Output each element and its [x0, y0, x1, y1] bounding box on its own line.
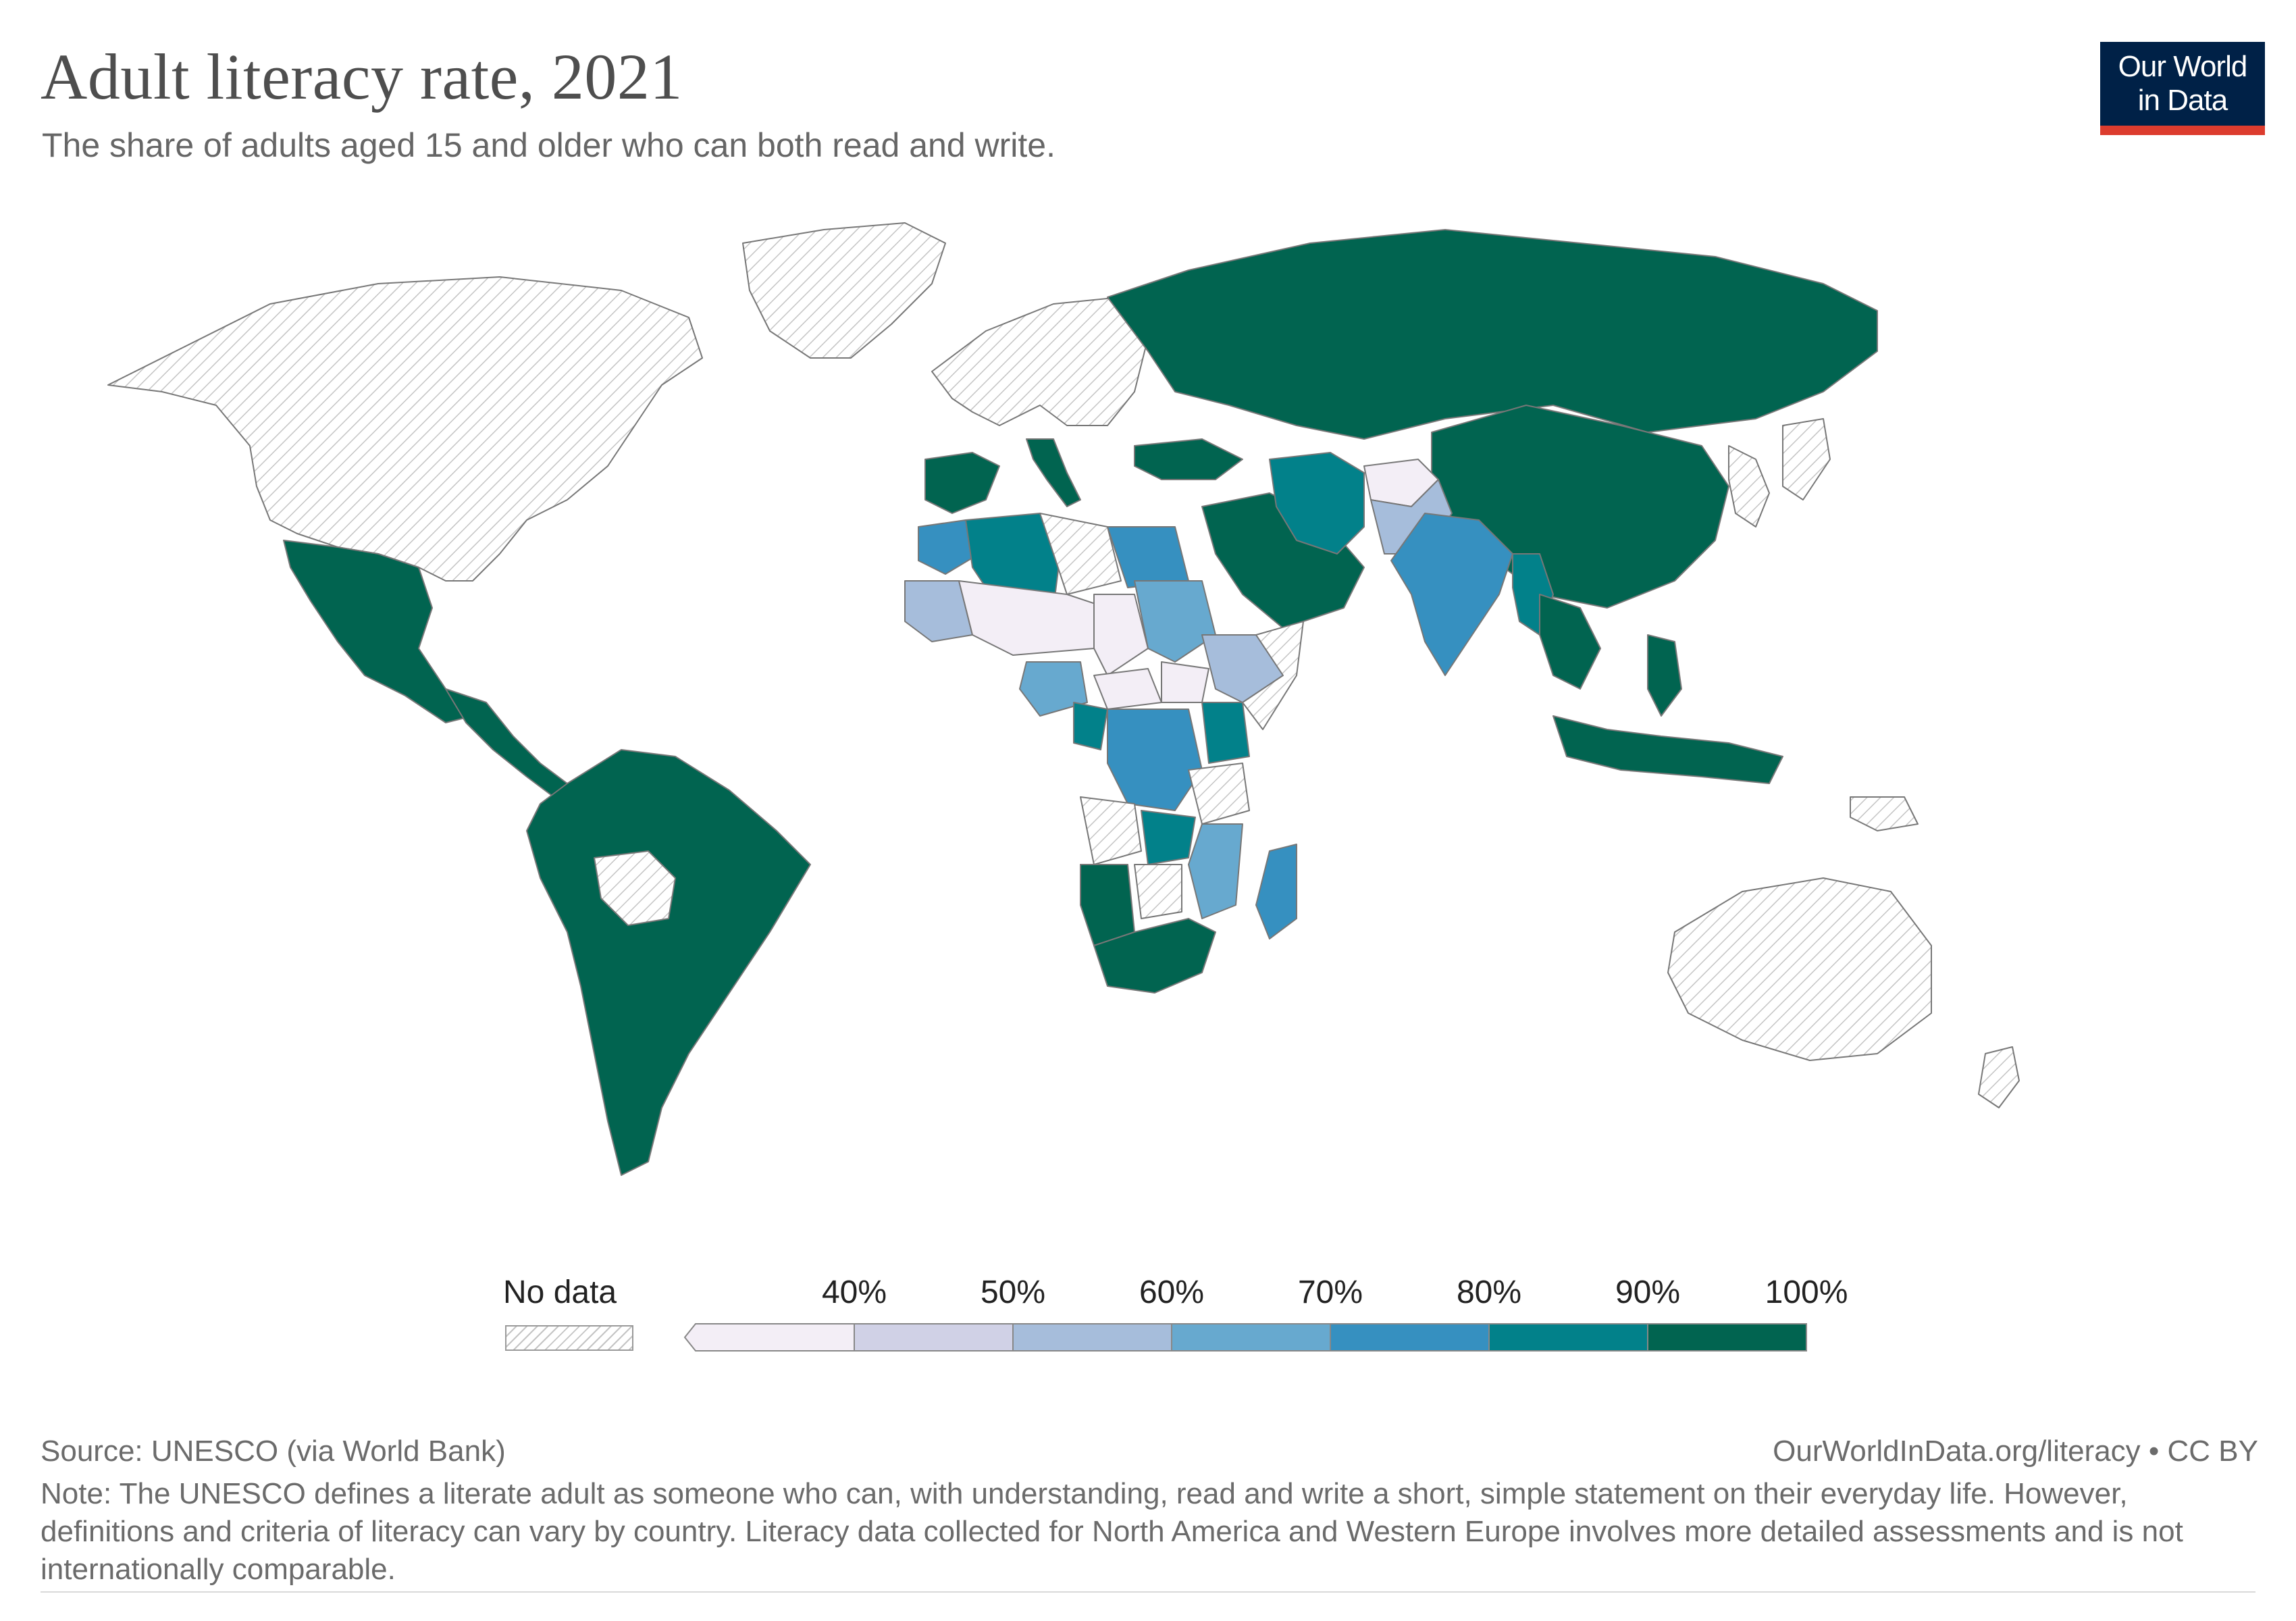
bottom-divider — [41, 1591, 2255, 1593]
region-dr-congo[interactable] — [1107, 709, 1203, 811]
region-papua-new-guinea[interactable] — [1850, 796, 1919, 831]
region-tanzania[interactable] — [1188, 763, 1250, 825]
region-botswana[interactable] — [1134, 864, 1182, 919]
region-indonesia[interactable] — [1553, 715, 1783, 784]
region-australia[interactable] — [1667, 877, 1932, 1061]
region-cameroon[interactable] — [1073, 702, 1108, 750]
region-japan-korea[interactable] — [1728, 418, 1831, 528]
region-thailand-vietnam[interactable] — [1539, 594, 1601, 690]
legend-tick-label: 100% — [1765, 1275, 1848, 1310]
region-central-african-republic[interactable] — [1093, 668, 1162, 710]
region-india[interactable] — [1390, 513, 1513, 676]
region-chad[interactable] — [1093, 594, 1149, 676]
region-morocco[interactable] — [918, 519, 980, 575]
region-kenya[interactable] — [1201, 702, 1250, 764]
logo-line-1: Our World — [2118, 50, 2248, 83]
region-angola[interactable] — [1080, 796, 1142, 865]
region-south-sudan[interactable] — [1161, 661, 1209, 703]
region-bolivia[interactable] — [594, 850, 676, 926]
owid-logo[interactable]: Our World in Data — [2100, 42, 2265, 135]
legend-tick-label: 70% — [1297, 1275, 1363, 1310]
legend-bin-60[interactable] — [1012, 1323, 1172, 1352]
region-new-zealand[interactable] — [1978, 1046, 2020, 1108]
world-map[interactable] — [95, 203, 2188, 1202]
region-north-america[interactable] — [107, 276, 703, 582]
logo-line-2: in Data — [2137, 84, 2228, 117]
region-western-europe[interactable] — [931, 297, 1149, 426]
legend-tick-label: 90% — [1615, 1275, 1681, 1310]
region-central-america[interactable] — [445, 688, 568, 798]
region-italy[interactable] — [1026, 438, 1081, 507]
legend-bin-100[interactable] — [1647, 1323, 1807, 1352]
legend-tick-label: 50% — [980, 1275, 1046, 1310]
region-mozambique[interactable] — [1188, 823, 1243, 919]
region-madagascar[interactable] — [1255, 844, 1297, 940]
legend-bin-70[interactable] — [1171, 1323, 1331, 1352]
region-sudan[interactable] — [1134, 580, 1216, 663]
legend-no-data-label: No data — [503, 1275, 617, 1310]
legend-tick-label: 60% — [1139, 1275, 1205, 1310]
legend-no-data-swatch[interactable] — [505, 1325, 633, 1351]
chart-subtitle: The share of adults aged 15 and older wh… — [42, 126, 1056, 164]
source-text: Source: UNESCO (via World Bank) — [41, 1435, 506, 1468]
region-mali-niger[interactable] — [958, 580, 1108, 656]
region-mauritania[interactable] — [904, 580, 973, 642]
region-zambia[interactable] — [1141, 810, 1196, 865]
chart-title: Adult literacy rate, 2021 — [41, 41, 683, 113]
legend-bin-50[interactable] — [854, 1323, 1014, 1352]
license-link[interactable]: OurWorldInData.org/literacy • CC BY — [1773, 1435, 2258, 1468]
region-russia-central-asia[interactable] — [1107, 229, 1878, 440]
region-south-america[interactable] — [526, 749, 811, 1176]
legend-bin-40[interactable] — [683, 1323, 855, 1352]
legend-tick-label: 40% — [821, 1275, 887, 1310]
region-greenland[interactable] — [742, 222, 946, 359]
legend-tick-label: 80% — [1456, 1275, 1522, 1310]
region-iran[interactable] — [1269, 452, 1365, 555]
region-philippines[interactable] — [1647, 634, 1682, 717]
region-south-africa[interactable] — [1093, 918, 1216, 994]
footnote: Note: The UNESCO defines a literate adul… — [41, 1477, 2183, 1586]
region-nigeria[interactable] — [1019, 661, 1088, 717]
legend-color-scale — [683, 1323, 1807, 1352]
region-spain-portugal[interactable] — [924, 452, 1000, 514]
region-namibia[interactable] — [1080, 864, 1135, 946]
region-somalia[interactable] — [1242, 621, 1304, 730]
region-libya[interactable] — [1039, 513, 1122, 595]
legend-bin-80[interactable] — [1330, 1323, 1490, 1352]
region-turkey[interactable] — [1134, 438, 1243, 480]
legend-bin-90[interactable] — [1488, 1323, 1648, 1352]
